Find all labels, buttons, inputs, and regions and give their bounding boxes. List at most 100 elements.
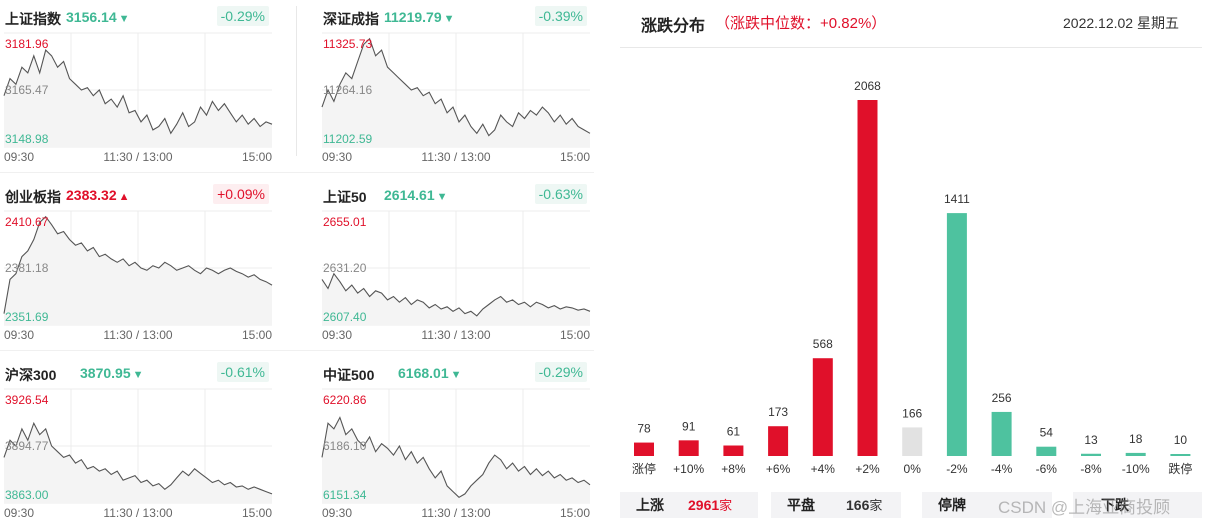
- index-header: 沪深300 3870.95 ▼ -0.61%: [0, 362, 272, 384]
- distribution-title: 涨跌分布: [641, 18, 706, 35]
- index-value: 3870.95 ▼: [80, 365, 144, 381]
- median-change: （涨跌中位数：+0.82%）: [715, 15, 887, 32]
- bar-value-label: 166: [902, 406, 922, 420]
- bar--6%: [1036, 446, 1057, 456]
- arrow-up-icon: ▲: [118, 191, 130, 203]
- low-label: 3148.98: [5, 132, 49, 146]
- arrow-down-icon: ▼: [443, 13, 455, 25]
- time-midday-label: 11:30 / 13:00: [103, 506, 172, 520]
- summary-suspended-label: 停牌: [938, 497, 966, 513]
- bar-category-label: -8%: [1080, 462, 1102, 476]
- index-grid: 上证指数 3156.14 ▼ -0.29% 3181.96 3165.47 3148.98 0…: [0, 0, 598, 522]
- high-label: 3181.96: [5, 37, 49, 51]
- bar-涨停: [634, 442, 654, 456]
- arrow-down-icon: ▼: [118, 13, 130, 25]
- bar-value-label: 54: [1040, 426, 1054, 440]
- sparkline-area: [322, 417, 590, 503]
- mid-label: 11264.16: [323, 83, 372, 97]
- index-header: 上证50 2614.61 ▼ -0.63%: [318, 184, 590, 206]
- sparkline-line: [3, 215, 273, 314]
- column-divider: [296, 6, 297, 156]
- index-value: 11219.79 ▼: [384, 9, 455, 25]
- low-label: 6151.34: [323, 488, 367, 502]
- bar-category-label: -6%: [1036, 462, 1058, 476]
- sparkline-area: [4, 50, 272, 147]
- low-label: 3863.00: [5, 488, 49, 502]
- bar-category-label: +6%: [766, 462, 791, 476]
- arrow-down-icon: ▼: [450, 369, 462, 381]
- bar-value-label: 61: [727, 424, 741, 438]
- index-panel-sh-composite[interactable]: 上证指数 3156.14 ▼ -0.29% 3181.96 3165.47 3148.98 0…: [0, 0, 276, 172]
- bar-category-label: 跌停: [1168, 461, 1192, 476]
- time-midday-label: 11:30 / 13:00: [421, 328, 490, 342]
- bar-+8%: [723, 445, 744, 456]
- bar-+2%: [857, 100, 878, 456]
- bar-value-label: 18: [1129, 432, 1143, 446]
- arrow-down-icon: ▼: [132, 369, 144, 381]
- divider: [620, 47, 1202, 48]
- time-midday-label: 11:30 / 13:00: [103, 328, 172, 342]
- time-open-label: 09:30: [4, 328, 34, 342]
- bar-category-label: -4%: [991, 462, 1013, 476]
- trade-date: 2022.12.02 星期五: [1063, 15, 1179, 31]
- bar-+4%: [812, 358, 833, 456]
- bar-category-label: +2%: [855, 462, 880, 476]
- bar-category-label: -10%: [1122, 462, 1150, 476]
- distribution-panel: 涨跌分布 （涨跌中位数：+0.82%） 2022.12.02 星期五 78 涨停 9…: [620, 0, 1205, 522]
- intraday-sparkline: 2410.67 2381.18 2351.69 09:30 11:30 / 13:00 1…: [3, 210, 273, 342]
- mid-label: 2631.20: [323, 261, 367, 275]
- time-close-label: 15:00: [560, 506, 590, 520]
- summary-bar: 上涨 2961家 平盘 166家 停牌 下跌: [620, 492, 1205, 520]
- summary-up: 上涨 2961家: [620, 492, 758, 518]
- time-close-label: 15:00: [242, 150, 272, 164]
- index-panel-csi300[interactable]: 沪深300 3870.95 ▼ -0.61% 3926.54 3894.77 3863.00…: [0, 356, 276, 522]
- sparkline-area: [322, 38, 590, 148]
- sparkline-area: [4, 423, 272, 503]
- bar--4%: [991, 411, 1012, 456]
- sparkline-line: [3, 49, 273, 135]
- high-label: 3926.54: [5, 393, 49, 407]
- bar--8%: [1081, 453, 1101, 456]
- index-panel-sse50[interactable]: 上证50 2614.61 ▼ -0.63% 2655.01 2631.20 2607.40 0…: [318, 178, 594, 350]
- intraday-sparkline: 3926.54 3894.77 3863.00 09:30 11:30 / 13:00 1…: [3, 388, 272, 520]
- index-name: 沪深300: [5, 367, 57, 383]
- index-value: 2383.32 ▲: [66, 187, 130, 203]
- bar-value-label: 13: [1084, 433, 1098, 447]
- bar-value-label: 91: [682, 419, 696, 433]
- index-name: 上证50: [323, 189, 367, 205]
- sparkline-line: [321, 416, 591, 498]
- distribution-bar-chart: 78 涨停 91 +10% 61 +8% 173 +6% 568 +4% 2068 +2% 166 0% 1…: [632, 79, 1192, 476]
- bar-+6%: [768, 426, 789, 456]
- mid-label: 3165.47: [5, 83, 49, 97]
- bar-category-label: +10%: [673, 462, 704, 476]
- low-label: 2351.69: [5, 310, 49, 324]
- low-label: 2607.40: [323, 310, 367, 324]
- high-label: 2655.01: [323, 215, 367, 229]
- bar-category-label: 0%: [904, 462, 922, 476]
- intraday-sparkline: 2655.01 2631.20 2607.40 09:30 11:30 / 13:00 1…: [321, 210, 591, 342]
- bar-category-label: -2%: [946, 462, 968, 476]
- index-panel-chinext[interactable]: 创业板指 2383.32 ▲ +0.09% 2410.67 2381.18 2351.69 0…: [0, 178, 276, 350]
- row-divider: [0, 172, 594, 173]
- bar-value-label: 78: [637, 422, 651, 436]
- time-open-label: 09:30: [4, 506, 34, 520]
- time-midday-label: 11:30 / 13:00: [421, 506, 490, 520]
- change-badge: -0.61%: [216, 362, 269, 382]
- intraday-sparkline: 6220.86 6186.10 6151.34 09:30 11:30 / 13:00 1…: [321, 388, 591, 520]
- index-panel-sz-component[interactable]: 深证成指 11219.79 ▼ -0.39% 11325.73 11264.16 11202…: [318, 0, 594, 172]
- sparkline-area: [322, 273, 590, 325]
- bar-value-label: 173: [768, 405, 788, 419]
- change-badge: -0.29%: [216, 6, 269, 26]
- index-panel-csi500[interactable]: 中证500 6168.01 ▼ -0.29% 6220.86 6186.10 6151.34…: [318, 356, 594, 522]
- change-badge: -0.39%: [534, 6, 587, 26]
- time-close-label: 15:00: [242, 328, 272, 342]
- time-open-label: 09:30: [4, 150, 34, 164]
- summary-suspended: 停牌: [922, 492, 1052, 518]
- change-badge: -0.63%: [534, 184, 587, 204]
- index-value: 3156.14 ▼: [66, 9, 130, 25]
- high-label: 11325.73: [323, 37, 372, 51]
- index-header: 上证指数 3156.14 ▼ -0.29%: [0, 6, 272, 28]
- summary-flat-label: 平盘: [787, 497, 815, 513]
- sparkline-line: [321, 272, 591, 317]
- summary-flat-count: 166家: [846, 497, 883, 513]
